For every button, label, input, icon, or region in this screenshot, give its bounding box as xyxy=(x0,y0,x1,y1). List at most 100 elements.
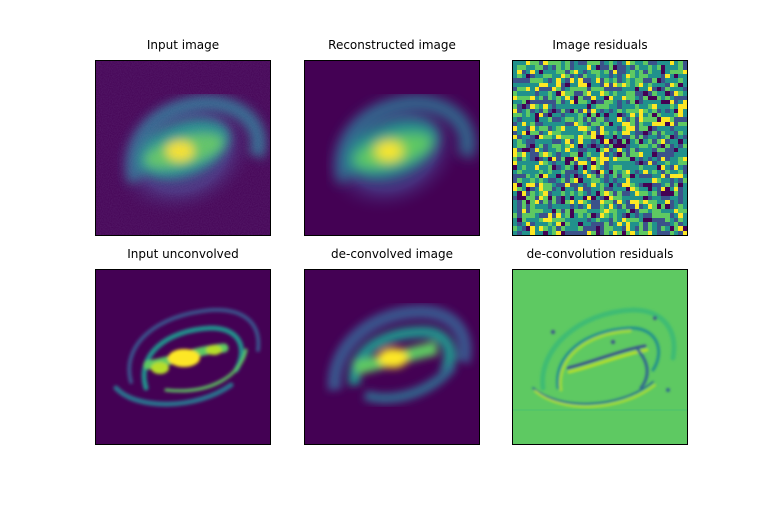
residual-pixel xyxy=(595,191,600,196)
residual-pixel xyxy=(586,178,592,183)
residual-pixel xyxy=(591,121,596,127)
residual-pixel xyxy=(582,169,587,174)
residual-pixel xyxy=(543,74,548,79)
residual-pixel xyxy=(660,169,666,174)
residual-pixel xyxy=(626,100,631,105)
residual-pixel xyxy=(526,113,531,118)
residual-pixel xyxy=(539,147,544,153)
residual-pixel xyxy=(678,87,683,92)
residual-pixel xyxy=(604,156,609,161)
residual-pixel xyxy=(565,130,570,135)
residual-pixel xyxy=(634,221,640,227)
residual-pixel xyxy=(630,104,635,109)
residual-pixel xyxy=(582,165,587,170)
residual-pixel xyxy=(573,200,579,205)
residual-pixel xyxy=(669,113,674,118)
residual-pixel xyxy=(591,191,596,196)
residual-pixel xyxy=(626,61,631,66)
residual-pixel xyxy=(530,165,535,170)
residual-pixel xyxy=(513,61,518,66)
residual-pixel xyxy=(513,104,518,109)
residual-pixel xyxy=(613,204,618,209)
residual-pixel xyxy=(530,69,535,75)
residual-pixel xyxy=(599,217,605,222)
residual-pixel xyxy=(682,200,687,205)
residual-pixel xyxy=(656,130,661,135)
residual-pixel xyxy=(521,165,527,170)
residual-pixel xyxy=(582,104,587,109)
residual-pixel xyxy=(660,187,666,192)
residual-pixel xyxy=(530,230,535,235)
residual-pixel xyxy=(565,139,570,144)
residual-pixel xyxy=(621,208,627,214)
residual-pixel xyxy=(539,117,544,122)
residual-pixel xyxy=(643,156,648,161)
residual-pixel xyxy=(669,78,674,83)
residual-pixel xyxy=(517,74,522,79)
residual-pixel xyxy=(513,187,518,192)
residual-pixel xyxy=(630,182,635,188)
residual-pixel xyxy=(613,74,618,79)
residual-pixel xyxy=(652,221,657,227)
residual-pixel xyxy=(517,173,522,179)
residual-pixel xyxy=(665,95,670,101)
residual-pixel xyxy=(560,82,566,88)
residual-pixel xyxy=(647,156,653,161)
residual-pixel xyxy=(630,187,635,192)
residual-pixel xyxy=(678,108,683,114)
residual-pixel xyxy=(586,139,592,144)
residual-pixel xyxy=(534,91,540,96)
residual-pixel xyxy=(656,173,661,179)
residual-pixel xyxy=(682,95,687,101)
residual-pixel xyxy=(517,230,522,235)
residual-pixel xyxy=(656,182,661,188)
residual-pixel xyxy=(547,108,553,114)
residual-pixel xyxy=(539,204,544,209)
residual-pixel xyxy=(682,156,687,161)
residual-pixel xyxy=(560,226,566,231)
residual-pixel xyxy=(560,100,566,105)
residual-pixel xyxy=(604,139,609,144)
residual-pixel xyxy=(573,230,579,235)
residual-pixel xyxy=(586,221,592,227)
residual-pixel xyxy=(534,121,540,127)
residual-pixel xyxy=(665,195,670,201)
residual-pixel xyxy=(656,204,661,209)
residual-pixel xyxy=(678,69,683,75)
residual-pixel xyxy=(517,204,522,209)
residual-pixel xyxy=(573,87,579,92)
residual-pixel xyxy=(613,82,618,88)
residual-pixel xyxy=(608,117,614,122)
residual-pixel xyxy=(582,182,587,188)
residual-pixel xyxy=(591,91,596,96)
residual-pixel xyxy=(547,213,553,218)
residual-pixel xyxy=(591,182,596,188)
residual-pixel xyxy=(647,82,653,88)
residual-pixel xyxy=(617,61,622,66)
residual-pixel xyxy=(660,204,666,209)
residual-pixel xyxy=(591,173,596,179)
residual-pixel xyxy=(578,69,583,75)
residual-pixel xyxy=(599,78,605,83)
residual-pixel xyxy=(530,160,535,166)
residual-pixel xyxy=(586,82,592,88)
residual-pixel xyxy=(586,126,592,131)
residual-pixel xyxy=(660,100,666,105)
residual-pixel xyxy=(565,87,570,92)
residual-pixel xyxy=(543,182,548,188)
residual-pixel xyxy=(599,100,605,105)
residual-pixel xyxy=(639,173,644,179)
residual-pixel xyxy=(669,100,674,105)
residual-pixel xyxy=(573,147,579,153)
residual-pixel xyxy=(539,69,544,75)
residual-pixel xyxy=(552,117,557,122)
residual-pixel xyxy=(539,130,544,135)
residual-pixel xyxy=(608,160,614,166)
residual-pixel xyxy=(560,165,566,170)
residual-pixel xyxy=(556,217,561,222)
residual-pixel xyxy=(543,78,548,83)
residual-pixel xyxy=(613,69,618,75)
residual-pixel xyxy=(556,204,561,209)
residual-pixel xyxy=(569,156,574,161)
residual-pixel xyxy=(613,100,618,105)
